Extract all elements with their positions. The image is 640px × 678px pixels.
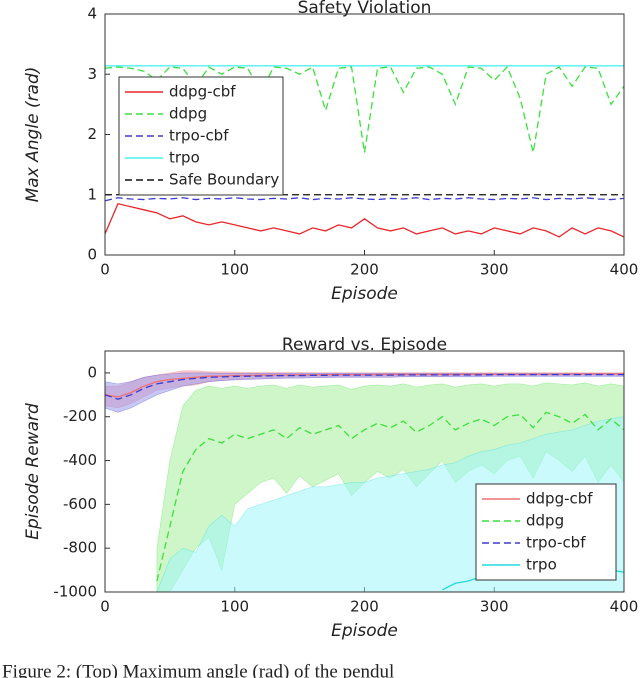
x-tick-label: 100 [220,261,249,279]
y-tick-label: 1 [87,185,97,203]
y-tick-label: 2 [87,125,97,143]
legend-label: ddpg-cbf [169,83,236,101]
x-axis-label: Episode [331,621,398,641]
legend-label: ddpg [169,105,207,123]
line [105,373,624,398]
x-tick-label: 0 [100,261,110,279]
y-tick-label: -200 [63,407,97,425]
legend-box [475,483,617,581]
chart-title: Safety Violation [298,0,432,18]
y-tick-label: 3 [87,65,97,83]
error-band [156,382,624,592]
line [156,411,624,582]
x-axis-label: Episode [331,284,398,304]
x-tick-label: 300 [480,261,509,279]
y-tick-label: -400 [63,451,97,469]
legend-label: ddpg [526,512,564,530]
caption: Figure 2: (Top) Maximum angle (rad) of t… [2,661,394,678]
chart-title: Reward vs. Episode [282,335,447,355]
line [105,374,624,400]
y-axis-label: Episode Reward [23,403,43,540]
x-tick-label: 200 [350,598,379,616]
x-tick-label: 200 [350,261,379,279]
y-tick-label: -1000 [53,583,97,601]
y-tick-label: 0 [87,246,97,264]
y-tick-label: 0 [87,363,97,381]
chart: Reward vs. Episode Episode Episode Reward 0… [23,335,638,641]
x-tick-label: 400 [610,598,639,616]
axes-frame [104,13,625,256]
x-tick-label: 0 [100,598,110,616]
y-tick-label: -800 [63,539,97,557]
error-band [105,372,624,413]
legend-label: trpo [526,556,557,574]
chart: Safety Violation Episode Max Angle (rad) 0 1… [23,0,638,304]
legend-label: trpo-cbf [526,534,586,552]
x-tick-label: 100 [220,598,249,616]
x-tick-label: 300 [480,598,509,616]
line [105,197,624,202]
legend-label: ddpg-cbf [526,490,593,508]
legend-box [118,76,284,196]
y-tick-label: -600 [63,495,97,513]
legend-label: trpo-cbf [169,127,229,145]
legend-label: Safe Boundary [169,171,279,189]
x-tick-label: 400 [610,261,639,279]
legend-label: trpo [169,149,200,167]
y-tick-label: 4 [87,5,97,23]
line [105,203,624,238]
axes-frame [104,350,625,593]
y-axis-label: Max Angle (rad) [23,67,43,203]
